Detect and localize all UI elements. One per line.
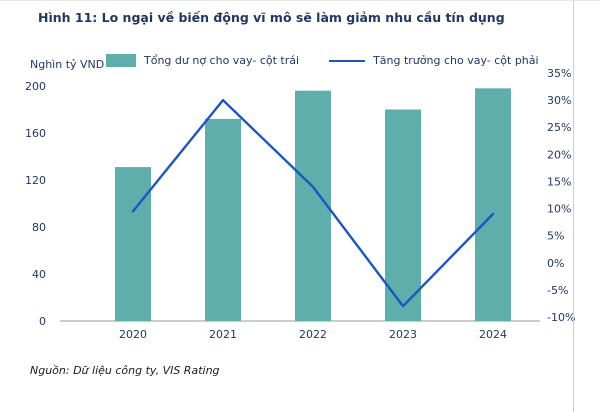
- chart-title: Hình 11: Lo ngại về biến động vĩ mô sẽ l…: [38, 10, 505, 25]
- line-series-swatch: [329, 59, 366, 62]
- bar-2024: [475, 88, 511, 321]
- x-label-2023: 2023: [389, 328, 417, 341]
- right-tick-15: 15%: [547, 175, 571, 188]
- right-tick-0: 0%: [547, 257, 564, 270]
- right-tick-20: 20%: [547, 148, 571, 161]
- x-label-2022: 2022: [299, 328, 327, 341]
- x-label-2020: 2020: [119, 328, 147, 341]
- legend-label-bars: Tổng dư nợ cho vay- cột trái: [144, 54, 300, 67]
- x-label-2021: 2021: [209, 328, 237, 341]
- right-tick-25: 25%: [547, 121, 571, 134]
- bar-series-swatch: [106, 54, 136, 67]
- left-tick-80: 80: [32, 221, 46, 234]
- left-tick-120: 120: [25, 174, 46, 187]
- legend-label-line: Tăng trưởng cho vay- cột phải: [373, 54, 539, 67]
- x-label-2024: 2024: [479, 328, 507, 341]
- right-tick--5: -5%: [547, 284, 568, 297]
- right-tick--10: -10%: [547, 311, 575, 324]
- legend-item-bars: Tổng dư nợ cho vay- cột trái: [106, 54, 299, 67]
- left-tick-160: 160: [25, 127, 46, 140]
- left-tick-40: 40: [32, 268, 46, 281]
- source-note: Nguồn: Dữ liệu công ty, VIS Rating: [30, 364, 220, 377]
- growth-line-series: [131, 98, 495, 308]
- bar-2021: [205, 118, 241, 322]
- bar-2020: [115, 167, 151, 321]
- page-border-right: [573, 1, 574, 412]
- right-tick-35: 35%: [547, 67, 571, 80]
- left-tick-200: 200: [25, 80, 46, 93]
- bar-2022: [295, 90, 331, 321]
- left-axis-unit-label: Nghìn tỷ VND: [30, 58, 105, 71]
- legend: Tổng dư nợ cho vay- cột trái Tăng trưởng…: [106, 54, 539, 67]
- right-tick-10: 10%: [547, 203, 571, 216]
- bar-2023: [385, 109, 421, 321]
- right-tick-5: 5%: [547, 230, 564, 243]
- right-tick-30: 30%: [547, 94, 571, 107]
- left-tick-0: 0: [39, 315, 46, 328]
- legend-item-line: Tăng trưởng cho vay- cột phải: [329, 54, 539, 67]
